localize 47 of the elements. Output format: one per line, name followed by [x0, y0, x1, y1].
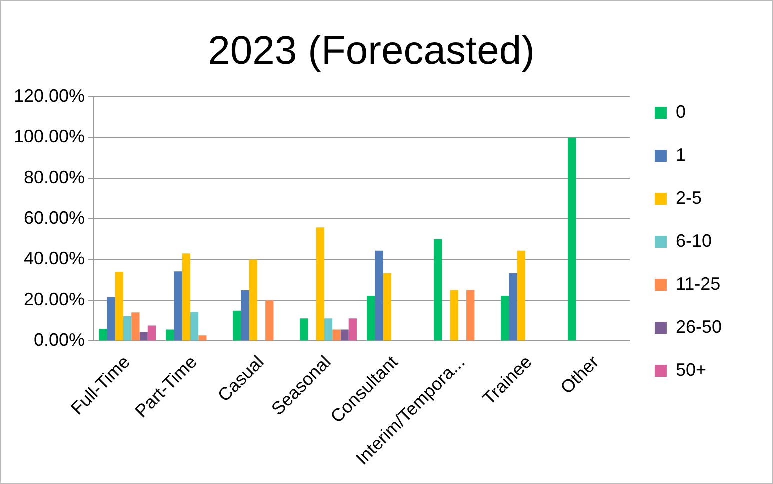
legend-label: 6-10	[676, 230, 712, 251]
bar	[190, 312, 199, 341]
bar	[316, 228, 324, 341]
bar	[501, 296, 510, 341]
bar	[332, 330, 341, 341]
legend-label: 2-5	[676, 188, 702, 208]
bar	[249, 260, 258, 341]
bar	[132, 312, 140, 341]
bar	[450, 290, 458, 341]
legend-label: 11-25	[676, 274, 721, 294]
bar	[434, 239, 442, 341]
y-tick-label: 20.00%	[24, 289, 86, 310]
bar	[509, 273, 518, 341]
bar	[99, 328, 108, 341]
bar	[233, 310, 242, 341]
bar	[466, 290, 475, 341]
y-tick-label: 100.00%	[14, 126, 86, 147]
y-tick-label: 40.00%	[24, 248, 86, 269]
y-tick-label: 0.00%	[34, 330, 86, 350]
bar	[340, 330, 349, 341]
bar	[123, 316, 132, 341]
bar	[568, 138, 576, 341]
legend-label: 50+	[676, 360, 707, 380]
bar	[140, 332, 148, 341]
bar	[348, 318, 357, 341]
bar	[107, 297, 116, 341]
bar	[375, 250, 384, 341]
bar	[517, 250, 526, 341]
bar	[324, 318, 333, 341]
bar	[174, 272, 182, 341]
bar	[198, 336, 207, 341]
bar	[300, 318, 308, 341]
bar	[367, 296, 376, 341]
bar	[383, 273, 392, 341]
bar	[182, 254, 190, 341]
legend-label: 1	[676, 144, 686, 165]
chart-title: 2023 (Forecasted)	[208, 29, 535, 74]
bar	[148, 326, 156, 341]
legend-label: 0	[676, 102, 686, 122]
bar	[166, 330, 174, 341]
y-tick-label: 120.00%	[14, 86, 86, 106]
y-tick-label: 60.00%	[24, 208, 86, 228]
y-tick-label: 80.00%	[24, 167, 86, 188]
bar	[266, 300, 274, 341]
bar	[115, 272, 124, 341]
legend-label: 26-50	[676, 316, 722, 337]
bar	[241, 290, 250, 341]
